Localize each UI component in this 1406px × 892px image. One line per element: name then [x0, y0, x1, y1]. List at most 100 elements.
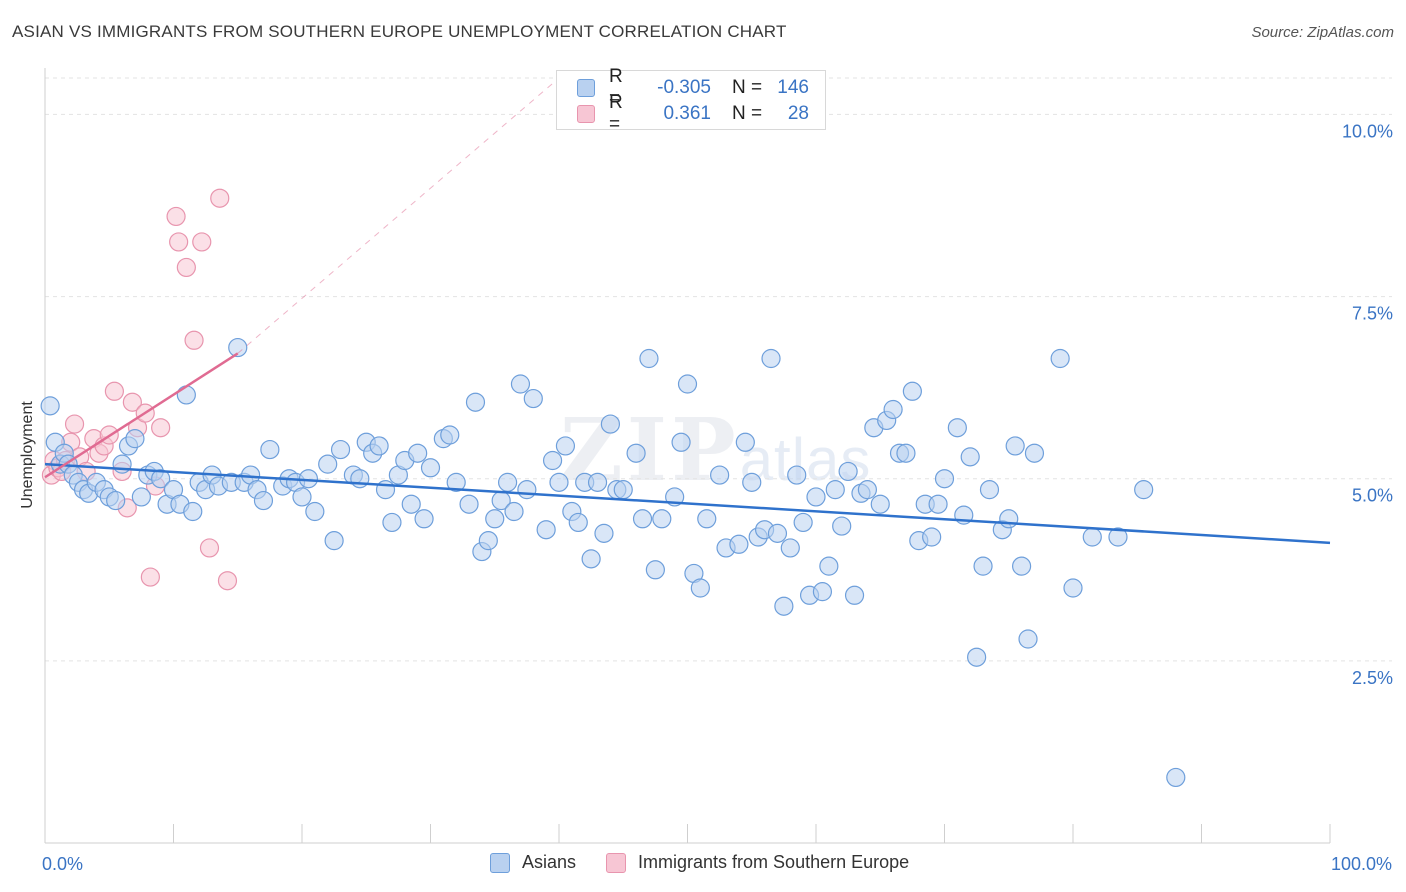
- asians-trendline: [44, 462, 1331, 545]
- asians-point: [697, 509, 717, 529]
- asians-point: [375, 480, 396, 500]
- asians-point: [742, 472, 762, 492]
- asians-point: [401, 494, 421, 514]
- asians-point: [465, 392, 486, 412]
- legend-row-asians: R = -0.305 N = 146: [577, 66, 809, 109]
- asians-point: [838, 461, 858, 482]
- legend-n-value: 28: [787, 103, 809, 124]
- asians-point: [819, 556, 839, 576]
- asians-point: [960, 447, 980, 467]
- immigrants-point: [151, 418, 171, 438]
- legend-r-value: -0.305: [657, 77, 711, 98]
- series-legend: Asians Immigrants from Southern Europe: [490, 852, 939, 873]
- asians-point: [369, 436, 389, 456]
- asians-point: [922, 527, 942, 547]
- legend-r-label: R =: [609, 66, 623, 109]
- immigrants-point: [176, 257, 196, 278]
- y-tick-label: 5.0%: [1352, 486, 1393, 506]
- x-tick-label: 0.0%: [42, 854, 83, 874]
- asians-point: [151, 469, 171, 489]
- asians-point: [626, 443, 646, 463]
- immigrants-point: [192, 232, 212, 252]
- asians-point: [40, 396, 60, 416]
- asians-point: [999, 509, 1019, 529]
- asians-point: [671, 432, 691, 452]
- asians-point: [228, 337, 248, 358]
- asians-point: [1108, 527, 1128, 547]
- asians-point: [504, 501, 524, 522]
- asians-point: [600, 414, 621, 434]
- asians-point: [832, 516, 852, 536]
- y-axis-label: Unemployment: [19, 401, 36, 509]
- asians-point: [555, 436, 576, 456]
- immigrants-trendline: [44, 352, 239, 479]
- asians-point: [652, 509, 672, 529]
- immigrants-trendline-extension: [237, 77, 560, 354]
- asians-point: [767, 523, 788, 543]
- asians-point: [947, 418, 967, 438]
- asians-point: [928, 494, 948, 514]
- legend-n-label: N =: [731, 103, 763, 124]
- asians-point: [478, 531, 498, 551]
- legend-n-value: 146: [777, 77, 809, 98]
- asians-point: [536, 520, 556, 540]
- asians-point: [825, 480, 845, 500]
- immigrants-point: [210, 188, 230, 208]
- asians-point: [324, 531, 344, 551]
- asians-point: [870, 494, 890, 514]
- immigrants-legend-swatch: [606, 852, 627, 873]
- legend-item-asians: Asians: [490, 852, 576, 873]
- y-tick-label: 2.5%: [1352, 668, 1393, 688]
- asians-point: [485, 509, 505, 529]
- asians-swatch: [577, 79, 595, 97]
- legend-row-immigrants: R = 0.361 N = 28: [577, 92, 809, 135]
- asians-point: [125, 429, 145, 449]
- asians-point: [587, 472, 608, 492]
- legend-item-immigrants: Immigrants from Southern Europe: [606, 852, 909, 873]
- asians-point: [710, 465, 730, 485]
- asians-point: [979, 480, 1000, 500]
- asians-point: [549, 472, 569, 492]
- chart-title: ASIAN VS IMMIGRANTS FROM SOUTHERN EUROPE…: [12, 22, 787, 41]
- asians-point: [292, 487, 312, 507]
- asians-point: [812, 582, 833, 602]
- asians-point: [902, 381, 922, 401]
- asians-point: [967, 647, 987, 667]
- y-tick-label: 10.0%: [1342, 121, 1393, 141]
- correlation-legend: R = -0.305 N = 146 R = 0.361 N = 28: [556, 66, 826, 135]
- asians-point: [844, 585, 865, 605]
- immigrants-point: [104, 381, 124, 401]
- asians-point: [1063, 578, 1083, 598]
- asians-point: [330, 439, 351, 460]
- asians-point: [510, 374, 531, 394]
- asians-point: [645, 560, 665, 580]
- asians-point: [613, 480, 633, 500]
- source-label: Source: ZipAtlas.com: [1251, 24, 1394, 41]
- asians-point: [973, 556, 993, 576]
- asians-point: [761, 348, 781, 369]
- asians-point: [1082, 527, 1102, 547]
- asians-point: [934, 469, 955, 489]
- asians-point: [440, 425, 460, 445]
- asians-point: [690, 578, 710, 598]
- asians-point: [176, 385, 196, 405]
- immigrants-point: [166, 206, 186, 227]
- x-tick-label: 100.0%: [1331, 854, 1392, 874]
- asians-point: [305, 501, 325, 522]
- legend-label-immigrants: Immigrants from Southern Europe: [638, 852, 910, 872]
- legend-r-value: 0.361: [663, 103, 711, 124]
- asians-point: [498, 472, 518, 492]
- asians-point: [787, 465, 807, 485]
- asians-point: [581, 549, 601, 569]
- asians-point: [1018, 629, 1038, 649]
- asians-point: [523, 388, 543, 409]
- immigrants-point: [64, 414, 85, 434]
- asians-point: [594, 523, 614, 543]
- asians-point: [632, 509, 653, 529]
- asians-point: [896, 443, 916, 463]
- asians-point: [774, 596, 794, 616]
- watermark-small: atlas: [739, 426, 872, 493]
- asians-point: [1024, 443, 1045, 463]
- asians-point: [260, 439, 280, 460]
